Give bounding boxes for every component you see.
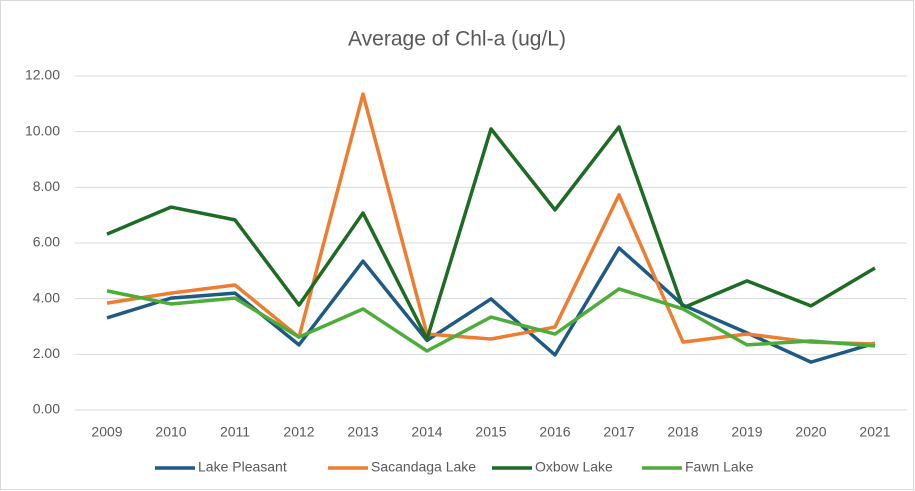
legend-label: Sacandaga Lake [371,459,476,475]
y-tick-label: 8.00 [33,178,60,194]
x-tick-label: 2015 [475,424,506,440]
x-tick-label: 2020 [795,424,826,440]
series-line [106,92,876,346]
y-tick-label: 10.00 [25,122,60,138]
x-tick-label: 2018 [667,424,698,440]
y-tick-label: 6.00 [33,234,60,250]
chart-title: Average of Chl-a (ug/L) [348,28,566,51]
x-tick-label: 2011 [220,424,250,440]
x-tick-label: 2021 [859,424,890,440]
y-tick-label: 4.00 [33,289,60,305]
x-tick-label: 2010 [155,424,186,440]
y-tick-label: 2.00 [33,345,60,361]
y-tick-label: 0.00 [33,401,60,417]
legend-label: Lake Pleasant [198,459,287,475]
x-tick-label: 2009 [91,424,122,440]
series-line [106,125,876,341]
y-tick-label: 12.00 [25,67,60,83]
x-tick-label: 2014 [411,424,442,440]
legend-label: Fawn Lake [685,459,754,475]
x-tick-label: 2012 [283,424,314,440]
series-line [106,287,876,353]
x-tick-label: 2019 [731,424,762,440]
legend-label: Oxbow Lake [535,459,613,475]
x-tick-label: 2013 [347,424,378,440]
x-tick-label: 2017 [603,424,634,440]
x-tick-label: 2016 [539,424,570,440]
